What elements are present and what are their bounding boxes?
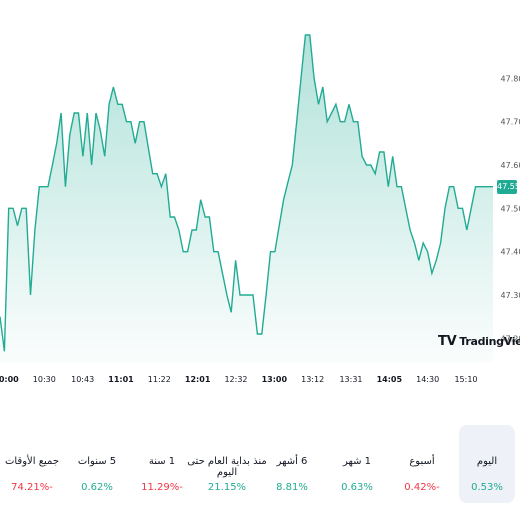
period-label: 5 سنوات [77, 456, 117, 467]
x-tick-label: 10:00 [0, 375, 19, 384]
period-label: 1 سنة [148, 456, 176, 467]
period-change-value: 21.15% [207, 482, 247, 493]
y-tick-label: 47.20 [501, 334, 520, 343]
period-2[interactable]: 1 شهر 0.63% [329, 425, 385, 503]
price-chart[interactable]: 47.80 47.70 47.60 47.50 47.40 47.30 47.20 10:0… [0, 0, 520, 395]
y-tick-label: 47.50 [501, 204, 520, 213]
period-4[interactable]: منذ بداية العام حتى اليوم 21.15% [187, 425, 267, 503]
period-5[interactable]: 1 سنة 11.29%- [134, 425, 190, 503]
period-change-value: 11.29%- [141, 482, 183, 493]
period-6[interactable]: 5 سنوات 0.62% [69, 425, 125, 503]
period-label: 6 أشهر [276, 456, 308, 467]
period-change-value: 0.42%- [404, 482, 440, 493]
x-tick-label: 13:12 [301, 375, 324, 384]
x-tick-label: 12:32 [224, 375, 247, 384]
tradingview-logo[interactable]: TV TradingView [438, 333, 520, 349]
y-tick-label: 47.70 [501, 118, 520, 127]
period-1[interactable]: أسبوع 0.42%- [394, 425, 450, 503]
last-price-badge: 47.55 [497, 179, 520, 194]
x-tick-label: 11:01 [108, 375, 134, 384]
period-change-value: 0.63% [341, 482, 373, 493]
price-line [0, 34, 493, 352]
x-tick-label: 11:22 [148, 375, 171, 384]
x-axis: 10:00 10:30 10:43 11:01 11:22 12:01 12:32 13:00… [0, 375, 478, 384]
x-tick-label: 14:05 [377, 375, 403, 384]
y-tick-label: 47.40 [501, 248, 520, 257]
x-tick-label: 10:30 [33, 375, 56, 384]
y-tick-label: 47.60 [501, 161, 520, 170]
tradingview-icon: TV [438, 333, 457, 349]
price-area-fill [0, 35, 493, 362]
period-label: جميع الأوقات [4, 456, 60, 467]
period-7[interactable]: جميع الأوقات 74.21%- [4, 425, 60, 503]
x-tick-label: 12:01 [185, 375, 211, 384]
period-change-value: 74.21%- [11, 482, 53, 493]
period-label: 1 شهر [342, 456, 372, 467]
x-tick-label: 14:30 [416, 375, 439, 384]
period-label: أسبوع [409, 456, 435, 467]
x-tick-label: 13:31 [339, 375, 362, 384]
period-change-value: 0.53% [471, 482, 503, 493]
period-0[interactable]: اليوم 0.53% [459, 425, 515, 503]
y-axis: 47.80 47.70 47.60 47.50 47.40 47.30 47.20 [501, 74, 520, 343]
x-tick-label: 10:43 [71, 375, 94, 384]
tradingview-wordmark: TradingView [459, 334, 520, 348]
period-3[interactable]: 6 أشهر 8.81% [264, 425, 320, 503]
period-change-value: 8.81% [276, 482, 308, 493]
chart-canvas[interactable]: 47.80 47.70 47.60 47.50 47.40 47.30 47.20 10:0… [0, 0, 520, 395]
period-change-value: 0.62% [81, 482, 113, 493]
x-tick-label: 15:10 [454, 375, 477, 384]
period-label: منذ بداية العام حتى اليوم [187, 456, 267, 478]
period-label: اليوم [476, 456, 498, 467]
y-tick-label: 47.80 [501, 74, 520, 83]
y-tick-label: 47.30 [501, 291, 520, 300]
performance-periods: اليوم 0.53% أسبوع 0.42%- 1 شهر 0.63% 6 أشهر 8.8… [0, 425, 520, 505]
x-tick-label: 13:00 [262, 375, 288, 384]
